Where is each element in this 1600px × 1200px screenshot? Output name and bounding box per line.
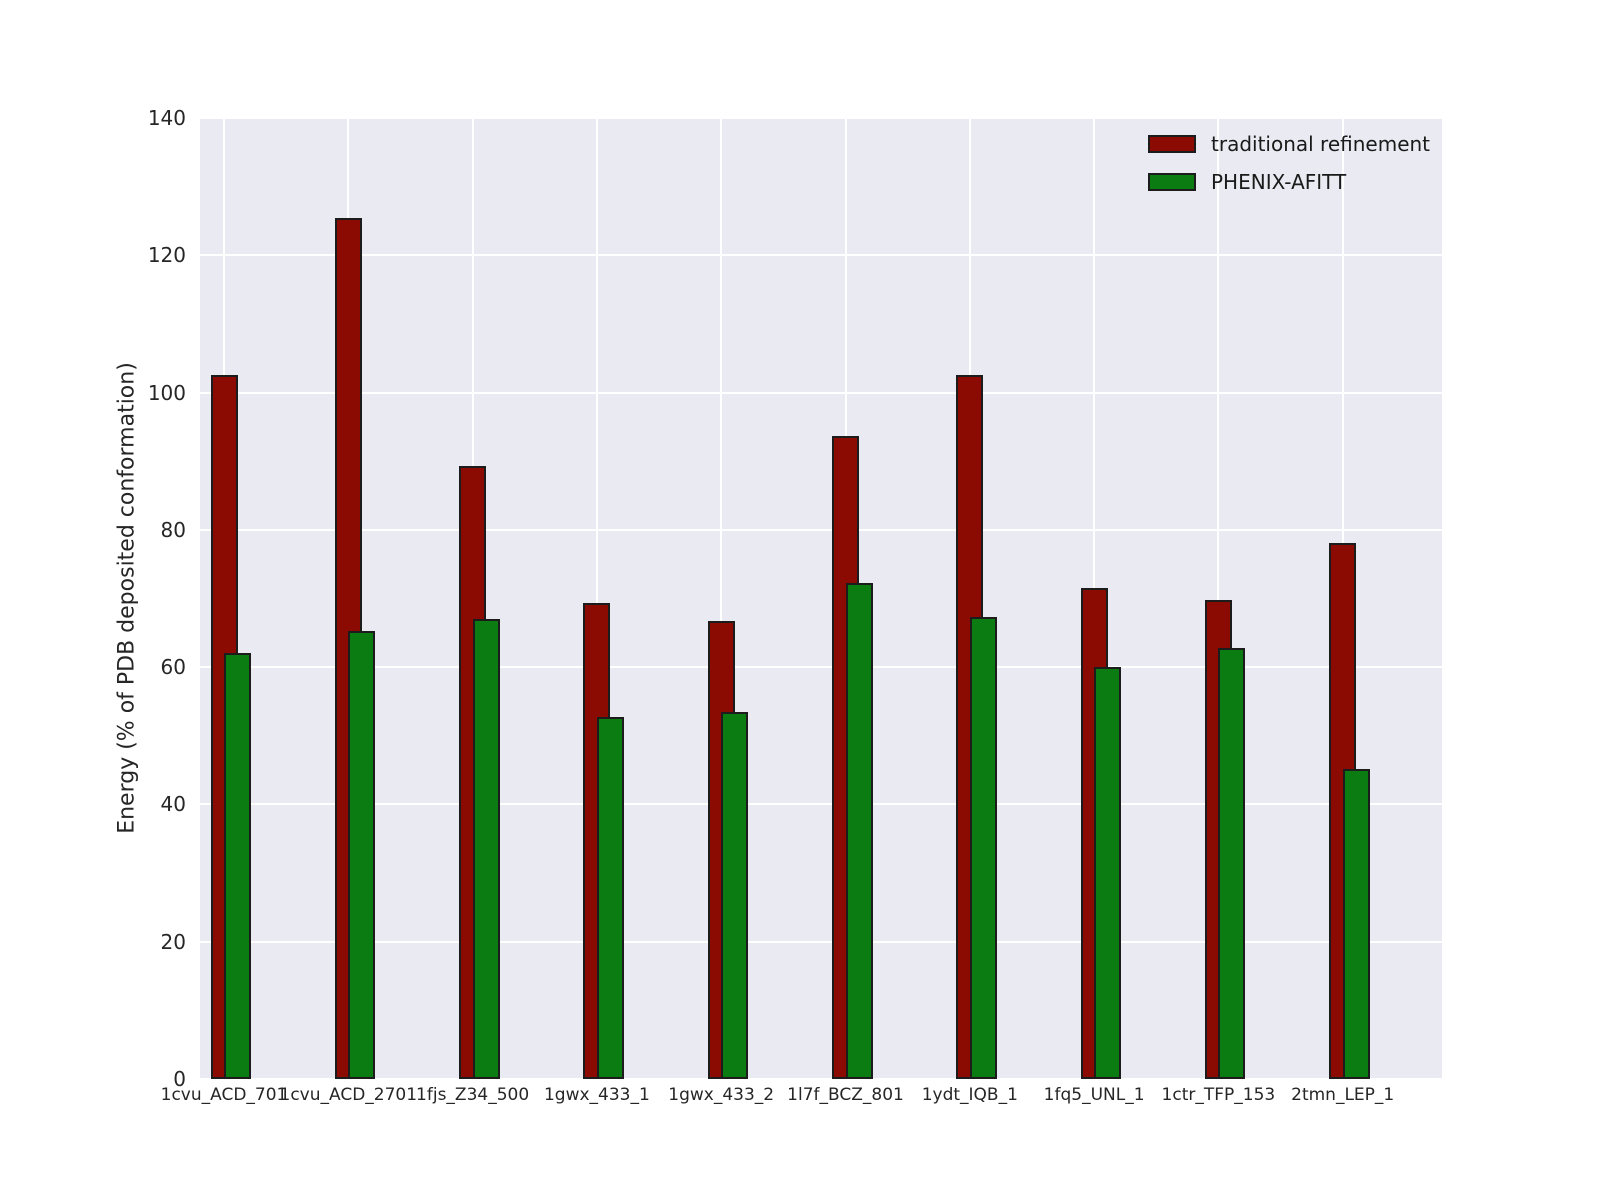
x-tick-label-1fq5-unl-1: 1fq5_UNL_1: [1043, 1085, 1145, 1105]
x-tick-label-1fjs-z34-500: 1fjs_Z34_500: [416, 1085, 530, 1105]
legend-item-phenix-afitt: PHENIX-AFITT: [1148, 170, 1430, 194]
y-tick-label-0: 0: [173, 1067, 186, 1091]
legend-swatch-phenix-afitt: [1148, 173, 1196, 191]
x-tick-label-2tmn-lep-1: 2tmn_LEP_1: [1291, 1085, 1395, 1105]
gridline-h-140: [200, 118, 1442, 119]
gridline-v-1ctr-tfp-153: [1217, 118, 1220, 1079]
bar-phenix-afitt-2tmn-lep-1: [1342, 768, 1370, 1079]
gridline-h-120: [200, 254, 1442, 257]
bar-phenix-afitt-1cvu-acd-2701: [348, 630, 376, 1079]
legend-label-traditional-refinement: traditional refinement: [1211, 132, 1431, 156]
x-tick-label-1cvu-acd-701: 1cvu_ACD_701: [160, 1085, 288, 1105]
y-tick-label-40: 40: [160, 792, 186, 817]
y-tick-label-120: 120: [147, 243, 186, 268]
bar-phenix-afitt-1l7f-bcz-801: [845, 582, 873, 1079]
x-tick-label-1ydt-iqb-1: 1ydt_IQB_1: [921, 1085, 1018, 1105]
gridline-h-60: [200, 666, 1442, 669]
bar-phenix-afitt-1gwx-433-2: [721, 711, 749, 1079]
bar-phenix-afitt-1fq5-unl-1: [1094, 667, 1122, 1079]
gridline-h-0: [200, 1078, 1442, 1079]
bar-phenix-afitt-1fjs-z34-500: [472, 619, 500, 1079]
gridline-h-40: [200, 803, 1442, 806]
bar-phenix-afitt-1ydt-iqb-1: [969, 617, 997, 1079]
gridline-h-20: [200, 940, 1442, 943]
gridline-v-1gwx-433-1: [595, 118, 598, 1079]
y-tick-label-140: 140: [147, 106, 186, 130]
legend-swatch-traditional-refinement: [1148, 135, 1196, 153]
x-tick-label-1gwx-433-1: 1gwx_433_1: [543, 1085, 650, 1105]
plot-area: [200, 118, 1442, 1079]
y-axis-title: Energy (% of PDB deposited conformation): [114, 362, 140, 834]
y-tick-label-100: 100: [147, 380, 186, 405]
legend-item-traditional-refinement: traditional refinement: [1148, 132, 1430, 156]
x-tick-label-1l7f-bcz-801: 1l7f_BCZ_801: [787, 1085, 904, 1105]
legend-label-phenix-afitt: PHENIX-AFITT: [1211, 170, 1347, 194]
y-tick-label-20: 20: [160, 929, 186, 954]
gridline-h-80: [200, 528, 1442, 531]
bar-phenix-afitt-1gwx-433-1: [596, 717, 624, 1079]
y-tick-label-80: 80: [160, 517, 186, 542]
x-tick-label-1ctr-tfp-153: 1ctr_TFP_153: [1161, 1085, 1276, 1105]
y-tick-label-60: 60: [160, 655, 186, 680]
gridline-h-100: [200, 391, 1442, 394]
gridline-v-1gwx-433-2: [720, 118, 723, 1079]
x-tick-label-1cvu-acd-2701: 1cvu_ACD_2701: [279, 1085, 418, 1105]
legend: traditional refinement PHENIX-AFITT: [1148, 132, 1430, 208]
x-tick-label-1gwx-433-2: 1gwx_433_2: [668, 1085, 775, 1105]
bar-phenix-afitt-1ctr-tfp-153: [1218, 647, 1246, 1079]
bar-phenix-afitt-1cvu-acd-701: [224, 652, 251, 1079]
